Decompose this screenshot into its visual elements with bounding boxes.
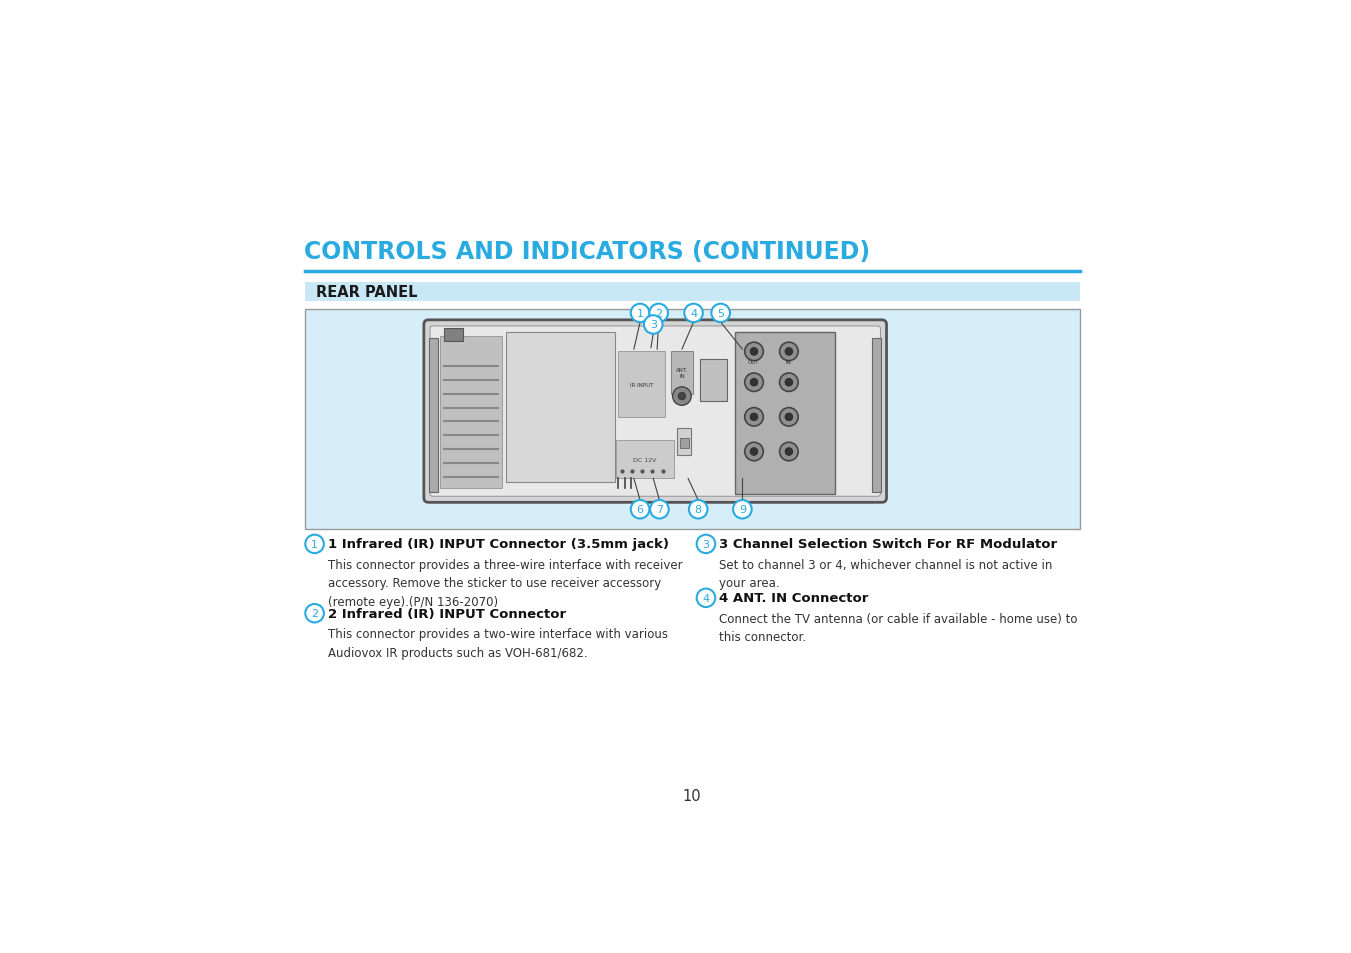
FancyBboxPatch shape: [619, 352, 665, 417]
Circle shape: [785, 448, 793, 456]
Circle shape: [650, 304, 667, 323]
Text: CONTROLS AND INDICATORS (CONTINUED): CONTROLS AND INDICATORS (CONTINUED): [304, 239, 870, 264]
Text: OUT: OUT: [748, 359, 759, 365]
FancyBboxPatch shape: [507, 333, 615, 483]
Text: 10: 10: [682, 788, 701, 803]
Text: 1: 1: [636, 309, 643, 318]
Text: REAR PANEL: REAR PANEL: [316, 285, 417, 300]
FancyBboxPatch shape: [680, 439, 689, 448]
Text: 1: 1: [311, 539, 317, 549]
Circle shape: [631, 500, 650, 519]
Text: 1 Infrared (IR) INPUT Connector (3.5mm jack): 1 Infrared (IR) INPUT Connector (3.5mm j…: [328, 537, 669, 551]
Circle shape: [780, 374, 798, 392]
Text: 4 ANT. IN Connector: 4 ANT. IN Connector: [719, 592, 869, 604]
Text: 2: 2: [655, 309, 662, 318]
Text: Set to channel 3 or 4, whichever channel is not active in
your area.: Set to channel 3 or 4, whichever channel…: [719, 558, 1052, 590]
FancyBboxPatch shape: [444, 328, 463, 342]
Text: DC 12V: DC 12V: [634, 457, 657, 462]
Text: 3 Channel Selection Switch For RF Modulator: 3 Channel Selection Switch For RF Modula…: [719, 537, 1058, 551]
Circle shape: [785, 379, 793, 387]
Circle shape: [780, 408, 798, 427]
FancyBboxPatch shape: [616, 440, 674, 479]
Circle shape: [644, 315, 662, 335]
Circle shape: [650, 500, 669, 519]
Circle shape: [697, 589, 715, 607]
Circle shape: [750, 448, 758, 456]
Text: 9: 9: [739, 505, 746, 515]
Circle shape: [697, 535, 715, 554]
FancyBboxPatch shape: [424, 320, 886, 503]
FancyBboxPatch shape: [428, 338, 438, 492]
Circle shape: [744, 443, 763, 461]
FancyBboxPatch shape: [677, 429, 692, 456]
FancyBboxPatch shape: [735, 333, 835, 495]
Circle shape: [744, 408, 763, 427]
FancyBboxPatch shape: [304, 310, 1079, 529]
Circle shape: [689, 500, 708, 519]
Circle shape: [631, 304, 650, 323]
Circle shape: [780, 443, 798, 461]
FancyBboxPatch shape: [700, 359, 727, 402]
Circle shape: [785, 414, 793, 421]
Text: 4: 4: [690, 309, 697, 318]
Text: Connect the TV antenna (or cable if available - home use) to
this connector.: Connect the TV antenna (or cable if avai…: [719, 612, 1078, 643]
Circle shape: [750, 348, 758, 355]
Text: 4: 4: [703, 593, 709, 603]
Text: 3: 3: [703, 539, 709, 549]
Circle shape: [678, 393, 686, 400]
FancyBboxPatch shape: [671, 352, 693, 395]
Text: 5: 5: [717, 309, 724, 318]
Circle shape: [785, 348, 793, 355]
FancyBboxPatch shape: [304, 283, 1079, 302]
Circle shape: [305, 535, 324, 554]
Circle shape: [750, 414, 758, 421]
Text: ANT.
IN: ANT. IN: [676, 368, 688, 378]
Text: 7: 7: [655, 505, 663, 515]
Text: IR INPUT: IR INPUT: [630, 382, 654, 388]
Circle shape: [744, 374, 763, 392]
Text: 6: 6: [636, 505, 643, 515]
Circle shape: [712, 304, 730, 323]
FancyBboxPatch shape: [440, 336, 503, 489]
Text: 2 Infrared (IR) INPUT Connector: 2 Infrared (IR) INPUT Connector: [328, 607, 566, 620]
FancyBboxPatch shape: [430, 327, 881, 497]
Circle shape: [734, 500, 751, 519]
Text: 3: 3: [650, 320, 657, 330]
Text: IN: IN: [786, 359, 792, 365]
Circle shape: [750, 379, 758, 387]
Circle shape: [684, 304, 703, 323]
Circle shape: [780, 343, 798, 361]
Circle shape: [305, 604, 324, 623]
Text: 8: 8: [694, 505, 701, 515]
Circle shape: [744, 343, 763, 361]
Circle shape: [673, 388, 692, 406]
Text: 2: 2: [311, 609, 317, 618]
Text: This connector provides a three-wire interface with receiver
accessory. Remove t: This connector provides a three-wire int…: [328, 558, 682, 608]
Text: This connector provides a two-wire interface with various
Audiovox IR products s: This connector provides a two-wire inter…: [328, 627, 667, 659]
FancyBboxPatch shape: [871, 338, 881, 492]
